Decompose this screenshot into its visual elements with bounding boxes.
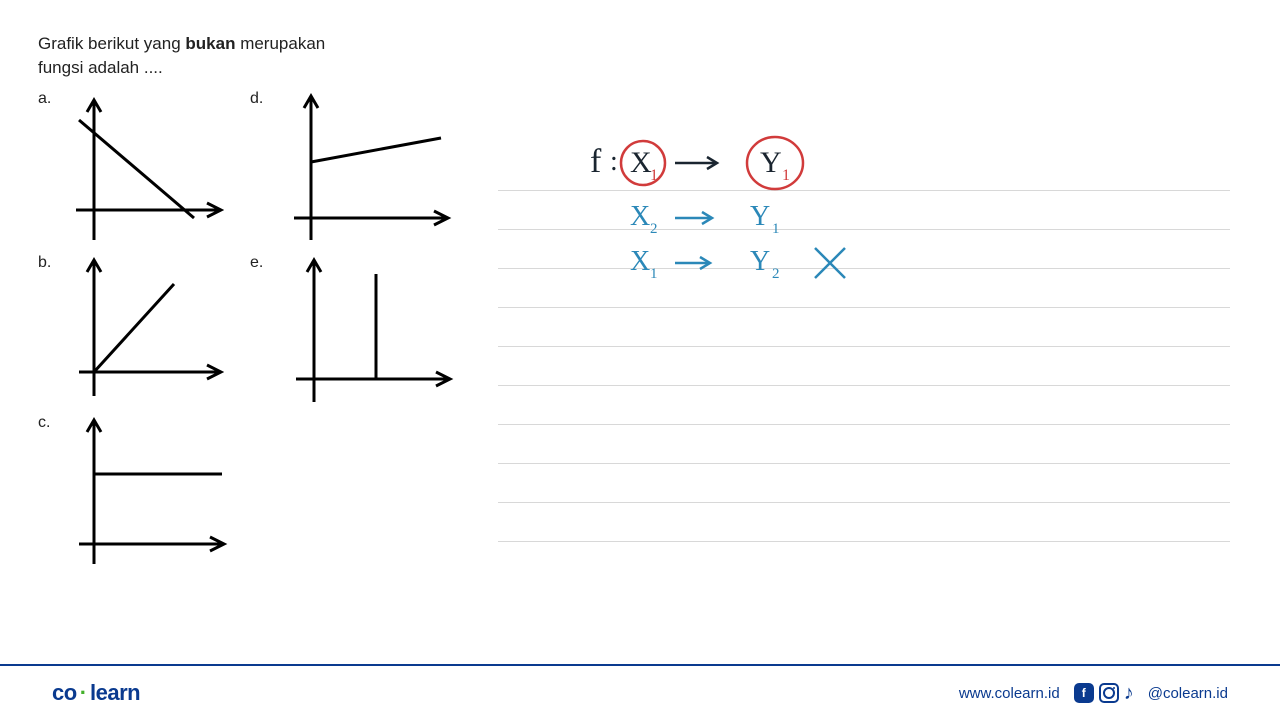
graph-b: [54, 254, 224, 404]
option-b: b.: [38, 254, 224, 404]
option-b-label: b.: [38, 254, 51, 272]
footer-url: www.colearn.id: [959, 685, 1060, 702]
svg-text:X: X: [630, 246, 650, 277]
handwritten-answer: f : X 1 Y 1 X 2 Y 1 X 1 Y 2: [580, 130, 910, 300]
svg-text:Y: Y: [760, 146, 782, 179]
q-bold: bukan: [185, 34, 235, 53]
svg-text:X: X: [630, 201, 650, 232]
svg-text:Y: Y: [750, 246, 770, 277]
footer-bar: co·learn www.colearn.id f ♪ @colearn.id: [0, 664, 1280, 720]
option-c: c.: [38, 414, 234, 574]
svg-text:2: 2: [650, 221, 658, 237]
question-block: Grafik berikut yang bukan merupakan fung…: [38, 32, 478, 596]
option-e-label: e.: [250, 254, 263, 272]
option-a: a.: [38, 90, 224, 250]
svg-text:2: 2: [772, 266, 780, 282]
graph-a: [54, 90, 224, 250]
graph-e: [266, 254, 456, 409]
svg-text:X: X: [630, 146, 652, 179]
option-d-label: d.: [250, 90, 263, 108]
svg-text:Y: Y: [750, 201, 770, 232]
logo-learn: learn: [90, 680, 140, 706]
svg-text:f: f: [590, 143, 602, 180]
question-text: Grafik berikut yang bukan merupakan fung…: [38, 32, 478, 80]
colearn-logo: co·learn: [52, 680, 140, 706]
option-a-label: a.: [38, 90, 51, 108]
footer-right: www.colearn.id f ♪ @colearn.id: [959, 682, 1228, 705]
footer-handle: @colearn.id: [1148, 685, 1228, 702]
option-d: d.: [250, 90, 456, 250]
svg-text:1: 1: [650, 266, 658, 282]
svg-text::: :: [610, 146, 618, 177]
q-part1: Grafik berikut yang: [38, 34, 185, 53]
q-line2: fungsi adalah ....: [38, 58, 163, 77]
facebook-icon: f: [1074, 683, 1094, 703]
tiktok-icon: ♪: [1124, 682, 1134, 705]
graph-c: [54, 414, 234, 574]
svg-text:1: 1: [650, 167, 658, 184]
instagram-icon: [1099, 683, 1119, 703]
option-e: e.: [250, 254, 456, 409]
option-c-label: c.: [38, 414, 50, 432]
options-grid: a. b. c.: [38, 86, 478, 596]
graph-d: [266, 90, 456, 250]
logo-co: co: [52, 680, 77, 706]
svg-text:1: 1: [782, 167, 790, 184]
logo-dot: ·: [80, 680, 87, 706]
q-part2: merupakan: [235, 34, 325, 53]
social-icons: f ♪: [1074, 682, 1134, 705]
svg-text:1: 1: [772, 221, 780, 237]
